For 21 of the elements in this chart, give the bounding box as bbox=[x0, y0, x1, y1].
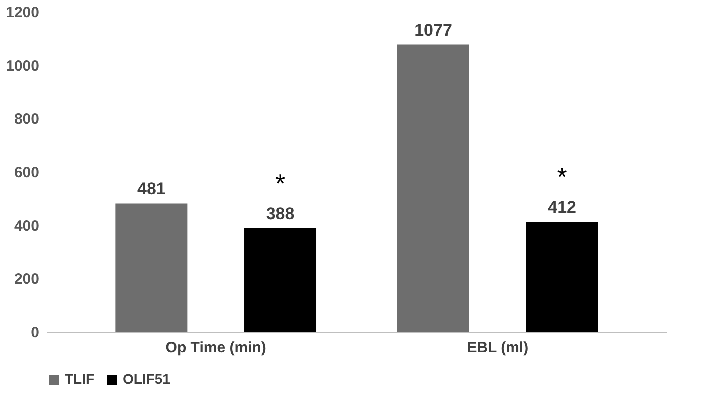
bar bbox=[244, 228, 317, 332]
y-tick-label: 600 bbox=[14, 164, 40, 182]
y-tick-label: 800 bbox=[14, 111, 40, 128]
data-label: 1077 bbox=[414, 20, 452, 40]
y-tick-label: 1200 bbox=[6, 4, 40, 22]
data-label: 412 bbox=[548, 198, 577, 218]
legend-label: TLIF bbox=[65, 371, 95, 387]
annotation: * bbox=[275, 168, 286, 199]
y-tick-label: 400 bbox=[14, 218, 40, 235]
y-tick-label: 0 bbox=[31, 324, 40, 342]
bar bbox=[116, 204, 188, 332]
data-label: 388 bbox=[266, 204, 295, 224]
x-tick-label: Op Time (min) bbox=[166, 340, 266, 356]
x-tick-label: EBL (ml) bbox=[467, 340, 529, 356]
annotation: * bbox=[557, 162, 568, 192]
data-label: 481 bbox=[137, 180, 166, 199]
bar bbox=[526, 222, 598, 332]
y-tick-label: 1000 bbox=[6, 58, 40, 75]
legend-label: OLIF51 bbox=[123, 371, 171, 387]
bar bbox=[397, 44, 470, 332]
y-tick-label: 200 bbox=[14, 271, 40, 288]
